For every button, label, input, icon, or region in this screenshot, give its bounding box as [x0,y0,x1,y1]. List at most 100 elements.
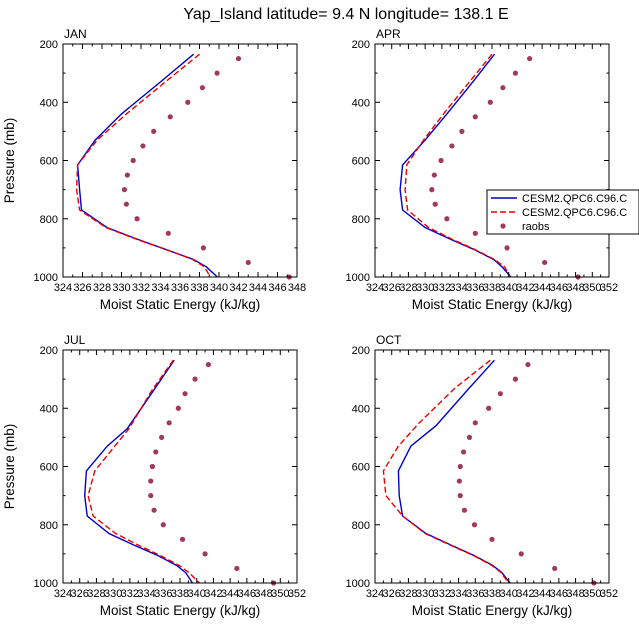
raobs-point [525,361,531,368]
raobs-point [472,114,478,120]
raobs-point [527,55,533,62]
raobs-point [466,434,473,440]
x-tick-label: 324 [366,588,384,600]
legend-entry-label: raobs [522,221,550,233]
series-dashed-line [404,53,512,277]
raobs-point [429,187,435,193]
raobs-point [192,376,198,382]
x-tick-label: 350 [583,282,601,294]
raobs-point [461,507,468,513]
x-tick-label: 332 [433,588,451,600]
y-tick-label: 800 [352,214,370,226]
x-tick-label: 324 [54,588,72,600]
x-tick-label: 328 [87,588,105,600]
raobs-point [151,128,157,134]
x-tick-label: 334 [449,282,467,294]
raobs-point [166,420,172,426]
raobs-point [140,143,146,149]
raobs-point [504,245,510,251]
y-tick-label: 600 [352,462,370,474]
x-tick-label: 328 [399,282,417,294]
series-dashed-line [87,359,201,583]
raobs-point [552,565,558,572]
raobs-point [175,405,181,411]
series-dashed-line [75,53,212,277]
raobs-point [123,201,129,207]
x-tick-label: 340 [500,588,518,600]
raobs-point [459,128,465,134]
raobs-point [153,449,159,455]
plot-frame [374,349,610,584]
raobs-point [456,478,463,484]
y-tick-label: 1000 [346,578,370,590]
y-tick-label: 200 [40,39,58,51]
raobs-point [130,157,136,164]
raobs-point [148,493,154,499]
x-tick-label: 336 [154,588,172,600]
panel-label: APR [376,27,401,41]
panel-label: JAN [64,27,87,41]
x-tick-label: 344 [221,588,239,600]
x-tick-label: 348 [288,282,306,294]
raobs-point [497,391,503,397]
x-tick-label: 334 [151,282,169,294]
x-tick-label: 336 [466,282,484,294]
plot-frame [374,43,610,278]
x-tick-label: 336 [466,588,484,600]
series-solid-line [397,359,511,583]
x-tick-label: 326 [73,282,91,294]
panel-oct: 3243263283303323343363383403423443463483… [346,333,619,618]
raobs-point [460,449,467,455]
series-solid-line [399,53,512,277]
raobs-point [167,114,173,120]
x-tick-label: 346 [550,282,568,294]
x-tick-label: 346 [268,282,286,294]
x-tick-label: 348 [566,282,584,294]
raobs-point [471,522,478,528]
y-tick-label: 800 [40,214,58,226]
x-tick-label: 340 [500,282,518,294]
x-tick-label: 342 [204,588,222,600]
x-tick-label: 324 [54,282,72,294]
panel-jan: 324 326 328 330 332 334 336 338 340 342 344 346 348 2… [2,27,306,312]
x-tick-label: 332 [433,282,451,294]
raobs-point [542,259,548,266]
x-tick-label: 334 [137,588,155,600]
raobs-point [149,463,156,470]
x-tick-label: 324 [366,282,384,294]
raobs-point [444,216,450,222]
x-tick-label: 344 [533,588,551,600]
raobs-point [512,376,519,382]
raobs-point [245,259,251,266]
x-axis-label: Moist Static Energy (kJ/kg) [412,297,573,312]
x-tick-label: 348 [566,588,584,600]
raobs-point [486,405,492,411]
panel-label: JUL [64,333,86,347]
y-tick-label: 600 [40,156,58,168]
y-tick-label: 600 [40,462,58,474]
raobs-point [457,493,463,499]
x-tick-label: 330 [416,282,434,294]
raobs-point [235,55,242,62]
raobs-point [234,565,240,572]
raobs-point [151,507,157,513]
y-tick-label: 600 [352,156,370,168]
x-tick-label: 326 [383,588,401,600]
x-tick-label: 342 [516,588,534,600]
raobs-point [200,245,206,251]
y-tick-label: 1000 [34,578,58,590]
x-tick-label: 330 [416,588,434,600]
x-tick-label: 338 [483,588,501,600]
legend-entry-label: CESM2.QPC6.C96.C [522,207,627,219]
series-solid-line [83,359,194,583]
raobs-point [431,172,437,178]
y-tick-label: 800 [40,520,58,532]
x-tick-label: 338 [190,282,208,294]
raobs-point [199,85,206,91]
y-tick-label: 800 [352,520,370,532]
legend-entry-label: CESM2.QPC6.C96.C [522,193,627,205]
plot-frame [62,43,298,278]
raobs-point [438,157,444,164]
y-tick-label: 1000 [346,272,370,284]
